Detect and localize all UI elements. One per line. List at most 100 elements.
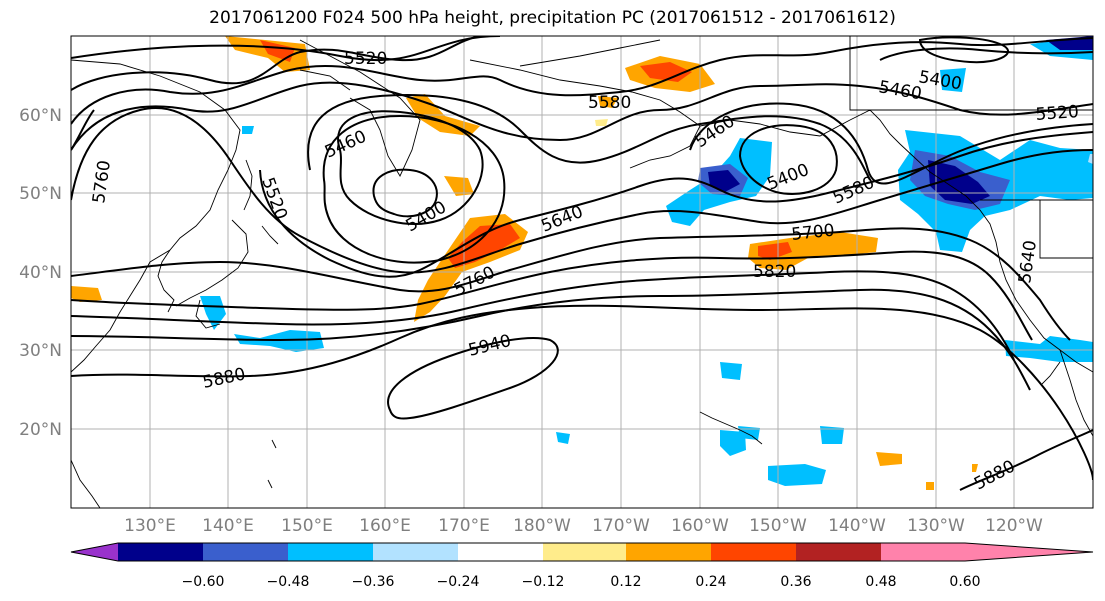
contour-label: 5700 (790, 221, 835, 245)
contour-label: 5520 (1035, 102, 1080, 125)
precip-blob (1005, 336, 1093, 362)
precip-blob (640, 62, 692, 82)
coastline (157, 249, 175, 313)
colorbar-outline (70, 542, 1094, 562)
colorbar-tick-label: −0.48 (267, 574, 310, 590)
precip-blob (768, 464, 826, 486)
lat-label: 60°N (19, 106, 62, 126)
colorbar-segment (711, 543, 796, 561)
precip-blob (71, 286, 102, 302)
colorbar-tick-label: −0.36 (352, 574, 395, 590)
coastline (243, 159, 253, 211)
contour-line (71, 270, 1015, 361)
latitude-labels: 60°N 50°N 40°N 30°N 20°N (19, 106, 62, 440)
coastline (699, 109, 1093, 373)
contour-line (71, 250, 1033, 341)
colorbar-tick-label: 0.36 (780, 574, 811, 590)
map-area: 5520 5580 5460 5520 5400 5640 5760 5940 … (71, 36, 1093, 508)
colorbar-tick-label: −0.60 (182, 574, 225, 590)
coastline (1059, 349, 1093, 437)
precip-blob (708, 170, 740, 192)
colorbar-tick-label: 0.48 (865, 574, 896, 590)
colorbar-right-extension (965, 543, 1093, 561)
precip-blob (1088, 154, 1093, 164)
contour-line (387, 337, 559, 420)
colorbar-left-extension (71, 543, 118, 561)
contour-line (372, 168, 438, 218)
height-contours (71, 36, 1093, 491)
precip-blob (598, 96, 618, 108)
contour-line (259, 131, 1093, 278)
contour-line (71, 81, 1093, 151)
contour-line (879, 47, 1093, 61)
lat-label: 20°N (19, 420, 62, 440)
lon-label: 120°W (985, 516, 1043, 536)
coastline (261, 225, 279, 245)
precip-blob (234, 330, 324, 352)
lon-label: 160°E (359, 516, 411, 536)
colorbar-segment (288, 543, 373, 561)
contour-line (738, 124, 838, 195)
coastline (519, 39, 661, 67)
coastline (469, 59, 701, 127)
coastline (699, 411, 763, 445)
precip-blob (444, 176, 474, 196)
lat-label: 30°N (19, 341, 62, 361)
coastline (629, 125, 701, 169)
coastline (1039, 200, 1093, 259)
map-title: 2017061200 F024 500 hPa height, precipit… (209, 8, 896, 28)
precip-blob (720, 362, 742, 380)
contour-line (689, 102, 1093, 185)
colorbar-segment (203, 543, 288, 561)
precip-blob (758, 242, 792, 260)
lon-label: 130°E (124, 516, 176, 536)
contour-line (71, 304, 1093, 481)
coastline (299, 39, 421, 177)
lon-label: 140°E (202, 516, 254, 536)
precip-blob (926, 482, 934, 490)
colorbar-segment (543, 543, 626, 561)
contour-label: 5520 (344, 49, 387, 69)
precip-blob (595, 119, 608, 126)
lon-label: 130°W (907, 516, 965, 536)
contour-line (71, 36, 481, 91)
colorbar-segment (881, 543, 965, 561)
coastline (1041, 361, 1061, 385)
coastline (271, 439, 277, 449)
precip-blob (242, 126, 254, 134)
coastline (71, 459, 101, 508)
contour-line (322, 114, 506, 264)
lat-label: 50°N (19, 184, 62, 204)
lon-label: 150°E (281, 516, 333, 536)
lon-label: 140°W (828, 516, 886, 536)
precip-blob (940, 68, 966, 92)
coastline (849, 36, 1093, 111)
colorbar-tick-label: 0.24 (695, 574, 726, 590)
precip-blob (260, 40, 295, 62)
map-frame (70, 35, 1094, 509)
colorbar-segment (373, 543, 458, 561)
colorbar: −0.60 −0.48 −0.36 −0.24 −0.12 0.12 0.24 … (70, 542, 1094, 590)
colorbar-tick-label: 0.12 (610, 574, 641, 590)
colorbar-tick-label: −0.12 (522, 574, 565, 590)
lat-label: 40°N (19, 263, 62, 283)
colorbar-segment (458, 543, 543, 561)
precip-blob (876, 452, 902, 466)
lon-label: 150°W (749, 516, 807, 536)
contour-line (71, 37, 1093, 125)
lon-label: 170°E (438, 516, 490, 536)
contour-line (71, 288, 1031, 391)
coastline (299, 69, 351, 91)
contour-label: 5580 (588, 93, 631, 113)
precip-blob (448, 224, 520, 268)
lon-label: 180°W (513, 516, 571, 536)
colorbar-segment (626, 543, 711, 561)
precip-blob (556, 432, 570, 444)
lon-label: 170°W (592, 516, 650, 536)
longitude-labels: 130°E 140°E 150°E 160°E 170°E 180°W 170°… (124, 516, 1043, 536)
contour-label: 5820 (753, 262, 796, 282)
precip-blob (720, 430, 746, 456)
contour-line (337, 110, 484, 225)
coastlines (71, 36, 1093, 508)
